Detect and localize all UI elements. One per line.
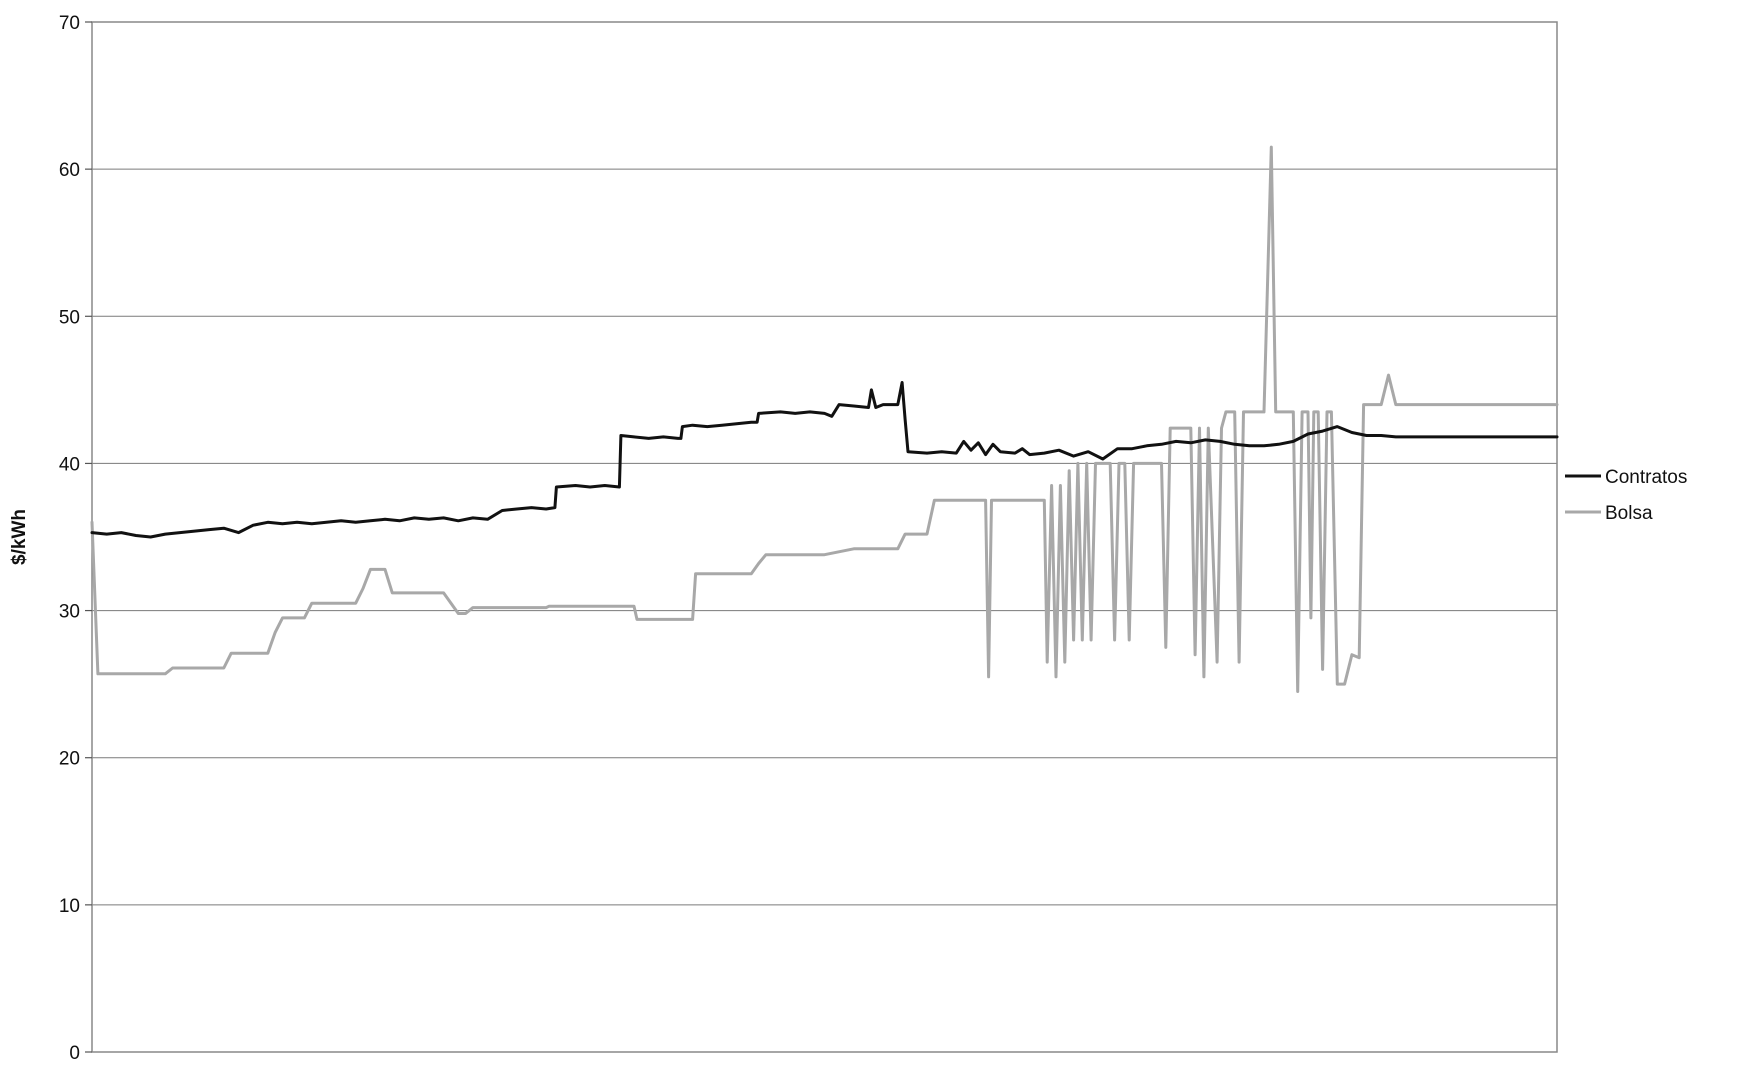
y-tick-label-50: 50 [59, 307, 80, 328]
series-lines [90, 145, 1559, 693]
series-line-bolsa [90, 145, 1559, 693]
y-tick-label-60: 60 [59, 160, 80, 181]
y-tick-label-20: 20 [59, 749, 80, 770]
legend-label-contratos: Contratos [1605, 467, 1687, 488]
y-tick-label-30: 30 [59, 602, 80, 623]
y-tick-label-70: 70 [59, 13, 80, 34]
y-tick-label-0: 0 [69, 1043, 80, 1064]
y-axis-label: $/kWh [9, 509, 30, 565]
legend: Contratos Bolsa [1565, 467, 1687, 524]
y-tick-label-40: 40 [59, 454, 80, 475]
y-axis-ticks: 0 10 20 30 40 50 60 70 [59, 13, 92, 1064]
legend-label-bolsa: Bolsa [1605, 503, 1653, 524]
gridlines [92, 168, 1557, 906]
y-tick-label-10: 10 [59, 896, 80, 917]
series-line-contratos [90, 381, 1559, 539]
